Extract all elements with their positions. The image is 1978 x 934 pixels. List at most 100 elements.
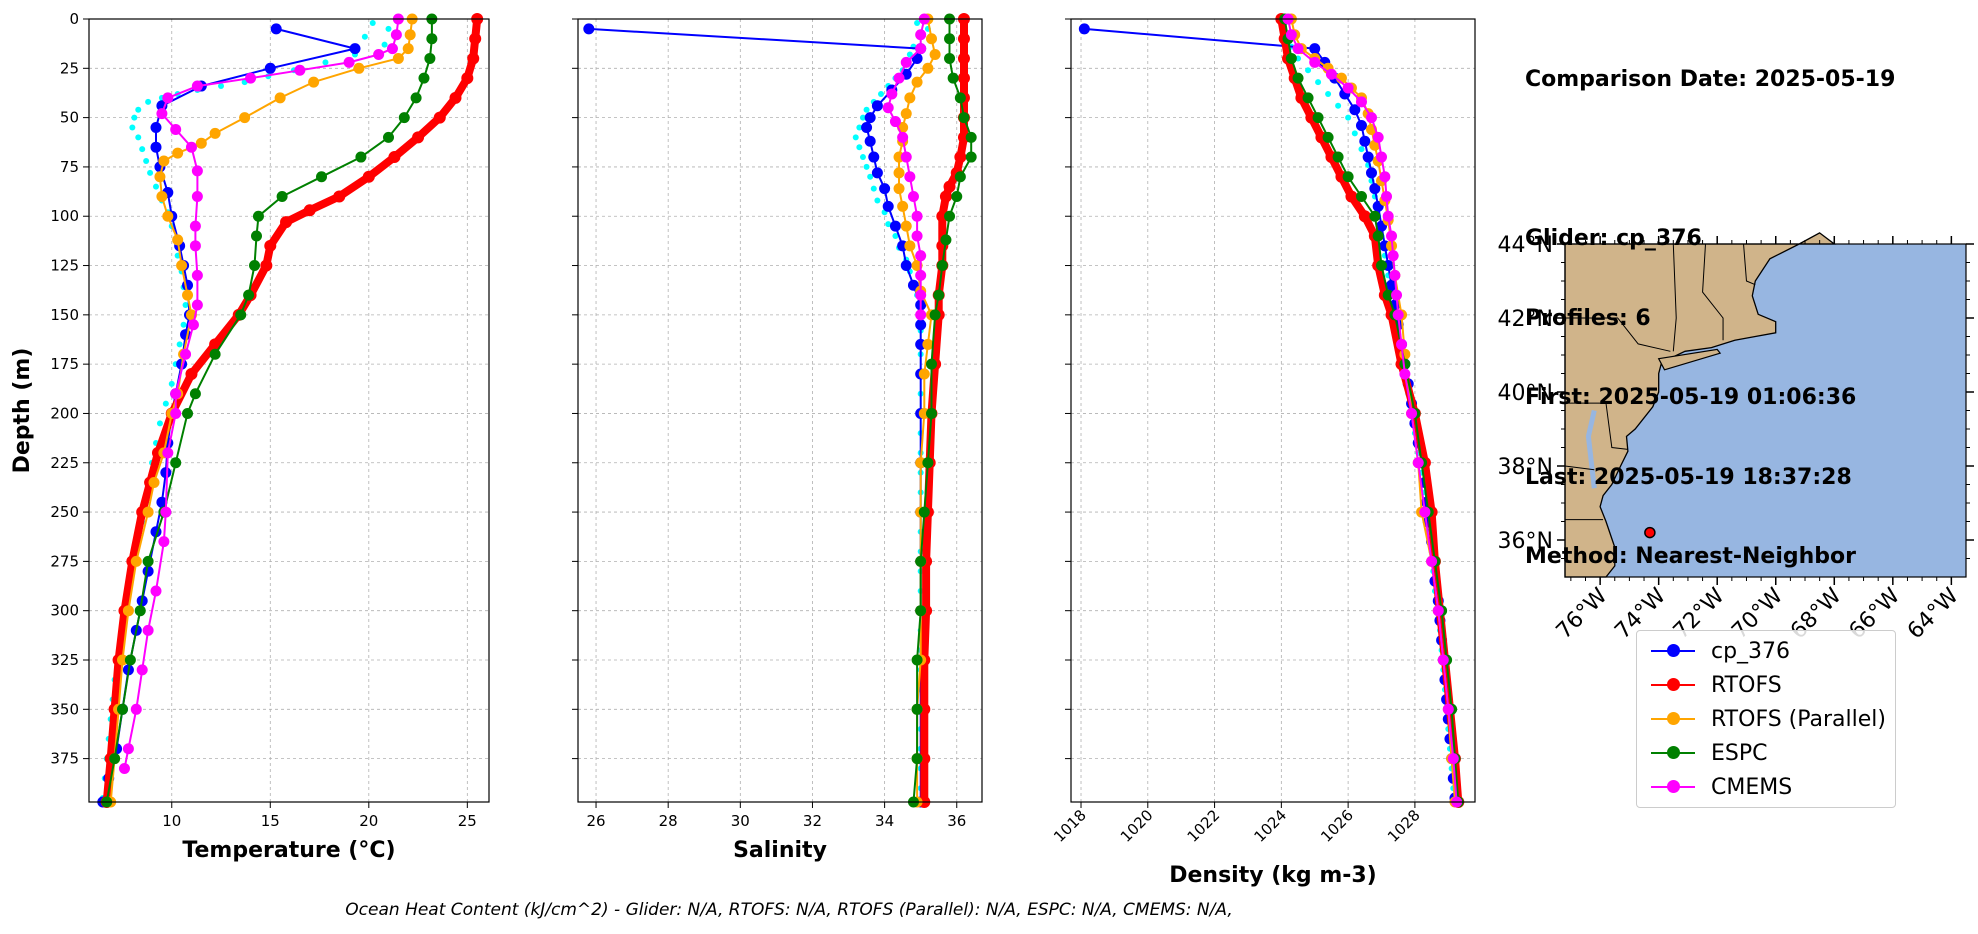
glider-scatter-point [218, 83, 225, 90]
glider-scatter-point [1335, 102, 1342, 109]
series-point [1399, 358, 1411, 370]
map-lat-label: 44°N [1498, 233, 1553, 258]
series-line-cmems [123, 18, 400, 769]
y-tick-label: 0 [69, 10, 79, 28]
legend: cp_376 RTOFS RTOFS (Parallel) ESPC CMEMS [1636, 630, 1896, 808]
x-tick-label: 20 [359, 812, 378, 830]
series-line-rtofs [102, 18, 482, 803]
series-point [191, 191, 203, 203]
x-tick-label: 1026 [1317, 806, 1357, 846]
series-point [1399, 368, 1411, 380]
info-date: Comparison Date: 2025-05-19 [1525, 67, 1896, 92]
glider-scatter-point [870, 185, 877, 192]
series-point [150, 585, 162, 597]
series-point [1309, 56, 1321, 68]
series-point [1078, 23, 1090, 35]
legend-label: RTOFS (Parallel) [1711, 706, 1886, 732]
series-point [889, 220, 901, 232]
legend-label: cp_376 [1711, 638, 1791, 664]
series-point [142, 555, 154, 567]
glider-scatter-point [176, 341, 183, 348]
series-point [583, 23, 595, 35]
series-point [1342, 82, 1354, 94]
glider-scatter-point [1305, 67, 1312, 74]
series-point [160, 467, 172, 479]
series-point [1406, 407, 1418, 419]
series-point [1349, 104, 1361, 116]
series-point [1382, 210, 1394, 222]
series-point [958, 112, 970, 124]
series-point [871, 167, 883, 179]
state-border [1672, 243, 1677, 352]
glider-scatter-point [129, 124, 136, 131]
x-tick-label: 1028 [1384, 806, 1424, 846]
series-point [189, 388, 201, 400]
series-point [172, 147, 184, 159]
series-point [1391, 289, 1403, 301]
series-point [954, 171, 966, 183]
y-tick-label: 50 [60, 109, 79, 127]
series-point [900, 151, 912, 163]
series-point [156, 191, 168, 203]
series-point [965, 131, 977, 143]
series-point [182, 289, 194, 301]
series-point [170, 123, 182, 135]
x-tick-label: 26 [586, 812, 605, 830]
series-point [1447, 753, 1459, 765]
x-axis-label: Salinity [733, 838, 827, 863]
y-tick-label: 25 [60, 59, 79, 77]
series-point [897, 200, 909, 212]
series-point [1432, 605, 1444, 617]
legend-label: RTOFS [1711, 672, 1782, 698]
glider-scatter-point [135, 106, 142, 113]
land [1564, 232, 1837, 578]
series-point [209, 338, 222, 351]
series-point [404, 29, 416, 41]
series-point [386, 43, 398, 55]
series-point [1365, 112, 1377, 124]
series-point [185, 368, 198, 381]
series-point [1355, 191, 1367, 203]
glider-scatter-point [892, 232, 899, 239]
x-axis-label: Temperature (°C) [182, 838, 395, 863]
series-point [1369, 183, 1381, 195]
state-border [1702, 243, 1724, 341]
series-line-rtofs [1277, 18, 1463, 803]
series-point [864, 112, 876, 124]
series-point [922, 457, 934, 469]
series-point [158, 155, 170, 167]
y-tick-label: 125 [50, 257, 79, 275]
glider-scatter-point [906, 51, 913, 58]
series-point [886, 88, 898, 100]
series-point [160, 506, 172, 518]
series-point [162, 447, 174, 459]
series-point [911, 654, 923, 666]
x-tick-label: 1022 [1184, 806, 1224, 846]
series-point [882, 200, 894, 212]
y-tick-label: 375 [50, 750, 79, 768]
series-point [904, 92, 916, 104]
x-tick-label: 36 [947, 812, 966, 830]
glider-scatter-point [180, 321, 187, 328]
series-point [893, 167, 905, 179]
series-point [1419, 506, 1431, 518]
series-point [951, 191, 963, 203]
series-point [383, 131, 395, 143]
series-point [1285, 52, 1297, 64]
series-point [918, 368, 930, 380]
state-border [1565, 317, 1671, 352]
series-point [926, 33, 937, 45]
glider-location-marker [1644, 526, 1656, 539]
series-point [939, 190, 952, 203]
series-point [1381, 191, 1393, 203]
map-lat-label: 36°N [1498, 529, 1553, 554]
info-first: First: 2025-05-19 01:06:36 [1525, 385, 1857, 410]
map-lon-label: 64°W [1903, 583, 1964, 644]
series-point [1412, 457, 1424, 469]
series-point [954, 151, 967, 164]
state-border [1743, 243, 1756, 286]
series-point [185, 141, 197, 153]
glider-scatter-point [369, 19, 376, 26]
x-tick-label: 1020 [1117, 806, 1157, 846]
series-point [915, 43, 927, 55]
